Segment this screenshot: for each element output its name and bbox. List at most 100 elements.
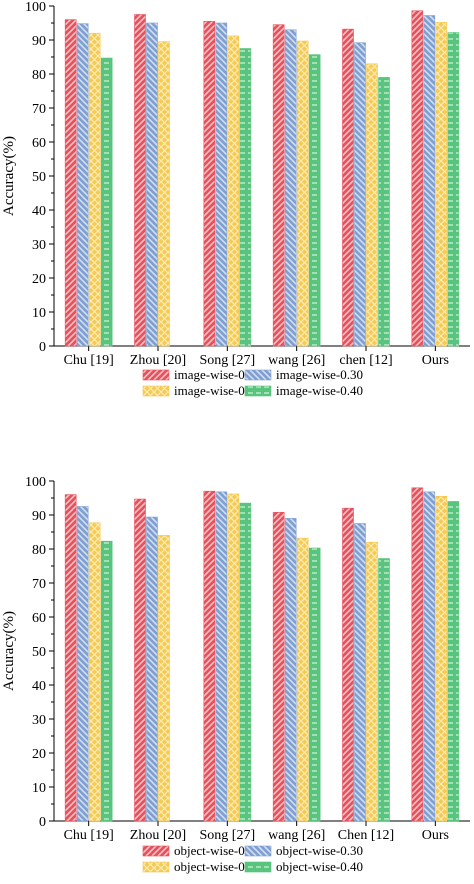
y-tick-label: 30: [32, 713, 46, 728]
bar-object-wise-0.40-0: [100, 540, 113, 822]
chart-image-wise: 0 10 20 30 40 50 60 70 80 90 100 Accuracy(%) Chu [19…: [1, 0, 470, 398]
x-tick-label: Ours: [422, 828, 449, 843]
chart-object-wise: 0 10 20 30 40 50 60 70 80 90 100 Accuracy(%) Chu [19…: [1, 475, 470, 874]
bar-object-wise-0.30-4: [354, 523, 366, 822]
bar-image-wise-0.40-4: [378, 77, 390, 347]
legend-label-0: image-wise-0.25: [174, 367, 261, 382]
y-tick-label: 60: [32, 611, 46, 626]
bar-object-wise-0.25-4: [342, 507, 354, 822]
y-tick-label: 20: [32, 747, 46, 762]
y-tick-label: 10: [32, 781, 46, 796]
legend-swatch-1: [244, 369, 272, 381]
bar-image-wise-0.30-3: [284, 29, 297, 347]
legend-swatch-1: [244, 845, 272, 857]
bar-object-wise-0.25-5: [411, 487, 424, 822]
bar-image-wise-0.25-2: [203, 20, 216, 347]
legend-swatch-3: [244, 861, 272, 873]
x-tick-label: Song [27]: [200, 828, 256, 843]
bar-object-wise-0.30-3: [284, 518, 297, 822]
legend-label-0: object-wise-0.25: [174, 843, 261, 858]
y-tick-label: 50: [32, 645, 46, 660]
legend-swatch-2: [142, 385, 170, 397]
x-tick-label: Ours: [422, 353, 449, 368]
bar-image-wise-0.35-0: [88, 32, 101, 347]
y-tick-label: 100: [25, 0, 46, 15]
y-axis-label: Accuracy(%): [1, 136, 17, 216]
y-tick-label: 10: [32, 306, 46, 321]
bar-image-wise-0.40-3: [308, 54, 321, 347]
legend-label-3: object-wise-0.40: [276, 859, 363, 874]
x-tick-label: Zhou [20]: [130, 828, 186, 843]
y-tick-label: 50: [32, 170, 46, 185]
bar-image-wise-0.25-0: [64, 19, 77, 347]
bar-image-wise-0.25-1: [134, 14, 146, 347]
bar-object-wise-0.35-5: [435, 495, 448, 822]
y-tick-label: 90: [32, 34, 46, 49]
x-tick-label: Chu [19]: [64, 353, 114, 368]
bar-object-wise-0.40-3: [308, 547, 321, 822]
y-tick-label: 80: [32, 543, 46, 558]
bar-image-wise-0.35-5: [435, 22, 448, 347]
bar-object-wise-0.35-2: [227, 493, 240, 822]
bar-object-wise-0.25-1: [134, 498, 146, 822]
y-tick-label: 40: [32, 679, 46, 694]
bar-image-wise-0.35-3: [296, 40, 309, 347]
bar-image-wise-0.25-4: [342, 28, 354, 347]
bar-object-wise-0.40-4: [378, 558, 390, 822]
bar-object-wise-0.40-2: [239, 502, 252, 822]
bar-image-wise-0.30-0: [76, 23, 89, 347]
y-tick-label: 80: [32, 68, 46, 83]
legend-swatch-0: [142, 845, 170, 857]
bar-image-wise-0.30-5: [423, 15, 436, 347]
y-tick-label: 20: [32, 272, 46, 287]
x-tick-label: Chu [19]: [64, 828, 114, 843]
y-tick-label: 60: [32, 136, 46, 151]
bar-image-wise-0.35-2: [227, 35, 240, 347]
bar-object-wise-0.25-3: [272, 511, 285, 822]
legend-label-1: object-wise-0.30: [276, 843, 363, 858]
bar-object-wise-0.30-5: [423, 491, 436, 822]
bar-image-wise-0.40-0: [100, 57, 113, 347]
legend-label-2: image-wise-0.35: [174, 383, 261, 398]
y-tick-label: 70: [32, 102, 46, 117]
bar-object-wise-0.30-2: [215, 491, 228, 822]
legend-label-3: image-wise-0.40: [276, 383, 363, 398]
x-tick-label: wang [26]: [268, 353, 325, 368]
y-tick-label: 0: [39, 815, 46, 830]
y-tick-label: 0: [39, 340, 46, 355]
bar-image-wise-0.25-3: [272, 24, 285, 347]
legend-swatch-3: [244, 385, 272, 397]
bar-object-wise-0.35-0: [88, 522, 101, 822]
bar-image-wise-0.25-5: [411, 10, 424, 347]
x-tick-label: Zhou [20]: [130, 353, 186, 368]
bar-object-wise-0.35-1: [158, 535, 170, 822]
bar-image-wise-0.30-2: [215, 22, 228, 347]
legend-swatch-2: [142, 861, 170, 873]
bar-object-wise-0.40-5: [447, 501, 460, 822]
bar-object-wise-0.25-2: [203, 490, 216, 822]
y-tick-label: 30: [32, 238, 46, 253]
bar-object-wise-0.25-0: [64, 494, 77, 822]
bar-object-wise-0.35-4: [366, 541, 378, 822]
bar-object-wise-0.30-0: [76, 506, 89, 822]
y-tick-label: 90: [32, 509, 46, 524]
legend-label-2: object-wise-0.35: [174, 859, 261, 874]
y-tick-label: 70: [32, 577, 46, 592]
bar-image-wise-0.40-2: [239, 48, 252, 347]
x-tick-label: Song [27]: [200, 353, 256, 368]
bar-image-wise-0.35-4: [366, 63, 378, 347]
x-tick-label: Chen [12]: [338, 828, 394, 843]
bar-image-wise-0.35-1: [158, 41, 170, 347]
x-tick-label: wang [26]: [268, 828, 325, 843]
y-tick-label: 40: [32, 204, 46, 219]
bar-object-wise-0.30-1: [146, 516, 158, 822]
bar-image-wise-0.40-5: [447, 32, 460, 347]
y-axis-label: Accuracy(%): [1, 611, 17, 691]
bar-image-wise-0.30-1: [146, 22, 158, 347]
bar-image-wise-0.30-4: [354, 42, 366, 347]
x-tick-label: chen [12]: [339, 353, 392, 368]
legend-swatch-0: [142, 369, 170, 381]
y-tick-label: 100: [25, 475, 46, 490]
